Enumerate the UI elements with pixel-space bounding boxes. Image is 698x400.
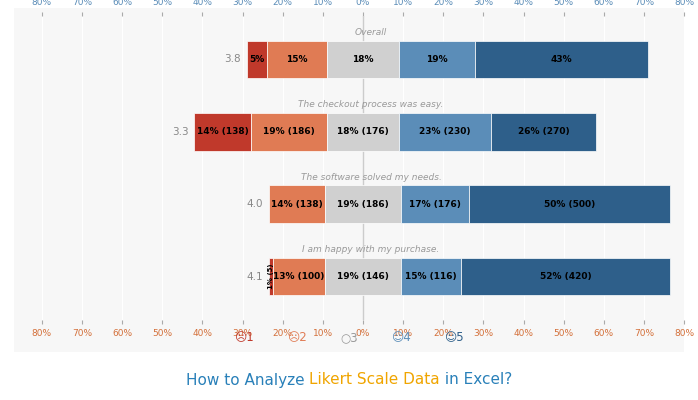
Text: ☹2: ☹2 xyxy=(287,332,306,344)
Text: 5%: 5% xyxy=(249,55,265,64)
Bar xyxy=(491,113,595,151)
Bar xyxy=(269,185,325,223)
Text: The software solved my needs.: The software solved my needs. xyxy=(301,173,441,182)
Text: in Excel?: in Excel? xyxy=(440,372,512,388)
Bar xyxy=(325,185,401,223)
Text: 18% (176): 18% (176) xyxy=(337,127,389,136)
Text: 26% (270): 26% (270) xyxy=(518,127,570,136)
Text: 15% (116): 15% (116) xyxy=(406,272,457,281)
Bar xyxy=(194,113,251,151)
Text: ☺5: ☺5 xyxy=(444,332,463,344)
Text: 14% (138): 14% (138) xyxy=(271,200,322,209)
Text: 13% (100): 13% (100) xyxy=(273,272,325,281)
Bar xyxy=(327,41,399,78)
Bar xyxy=(475,41,648,78)
Bar xyxy=(399,113,491,151)
Bar xyxy=(246,41,267,78)
Bar xyxy=(273,258,325,295)
Text: 15%: 15% xyxy=(286,55,308,64)
FancyBboxPatch shape xyxy=(7,4,691,356)
Bar xyxy=(251,113,327,151)
Text: ☹1: ☹1 xyxy=(235,332,254,344)
Text: 19%: 19% xyxy=(426,55,448,64)
Text: Likert Scale Data: Likert Scale Data xyxy=(309,372,440,388)
Text: 4.1: 4.1 xyxy=(246,272,262,282)
Text: 1% (5): 1% (5) xyxy=(267,264,274,289)
Text: 14% (138): 14% (138) xyxy=(197,127,248,136)
Text: ☺4: ☺4 xyxy=(392,332,411,344)
Text: I am happy with my purchase.: I am happy with my purchase. xyxy=(302,245,440,254)
Text: 23% (230): 23% (230) xyxy=(419,127,471,136)
Text: 3.3: 3.3 xyxy=(172,127,188,137)
Text: 3.8: 3.8 xyxy=(224,54,241,64)
Text: How to Analyze: How to Analyze xyxy=(186,372,309,388)
Bar xyxy=(325,258,401,295)
Bar xyxy=(269,258,273,295)
Bar xyxy=(327,113,399,151)
Bar xyxy=(401,185,469,223)
Bar xyxy=(399,41,475,78)
Bar xyxy=(401,258,461,295)
Bar xyxy=(461,258,670,295)
Text: 50% (500): 50% (500) xyxy=(544,200,595,209)
Bar xyxy=(267,41,327,78)
Text: 17% (176): 17% (176) xyxy=(409,200,461,209)
Text: The checkout process was easy.: The checkout process was easy. xyxy=(298,100,444,109)
Bar xyxy=(469,185,670,223)
Text: 18%: 18% xyxy=(352,55,373,64)
Text: 4.0: 4.0 xyxy=(246,199,262,209)
Text: 43%: 43% xyxy=(551,55,572,64)
Text: 19% (186): 19% (186) xyxy=(337,200,389,209)
Text: 19% (146): 19% (146) xyxy=(337,272,389,281)
Text: ○3: ○3 xyxy=(340,332,358,344)
Text: 19% (186): 19% (186) xyxy=(263,127,315,136)
Text: 52% (420): 52% (420) xyxy=(540,272,591,281)
Text: Overall: Overall xyxy=(355,28,387,37)
